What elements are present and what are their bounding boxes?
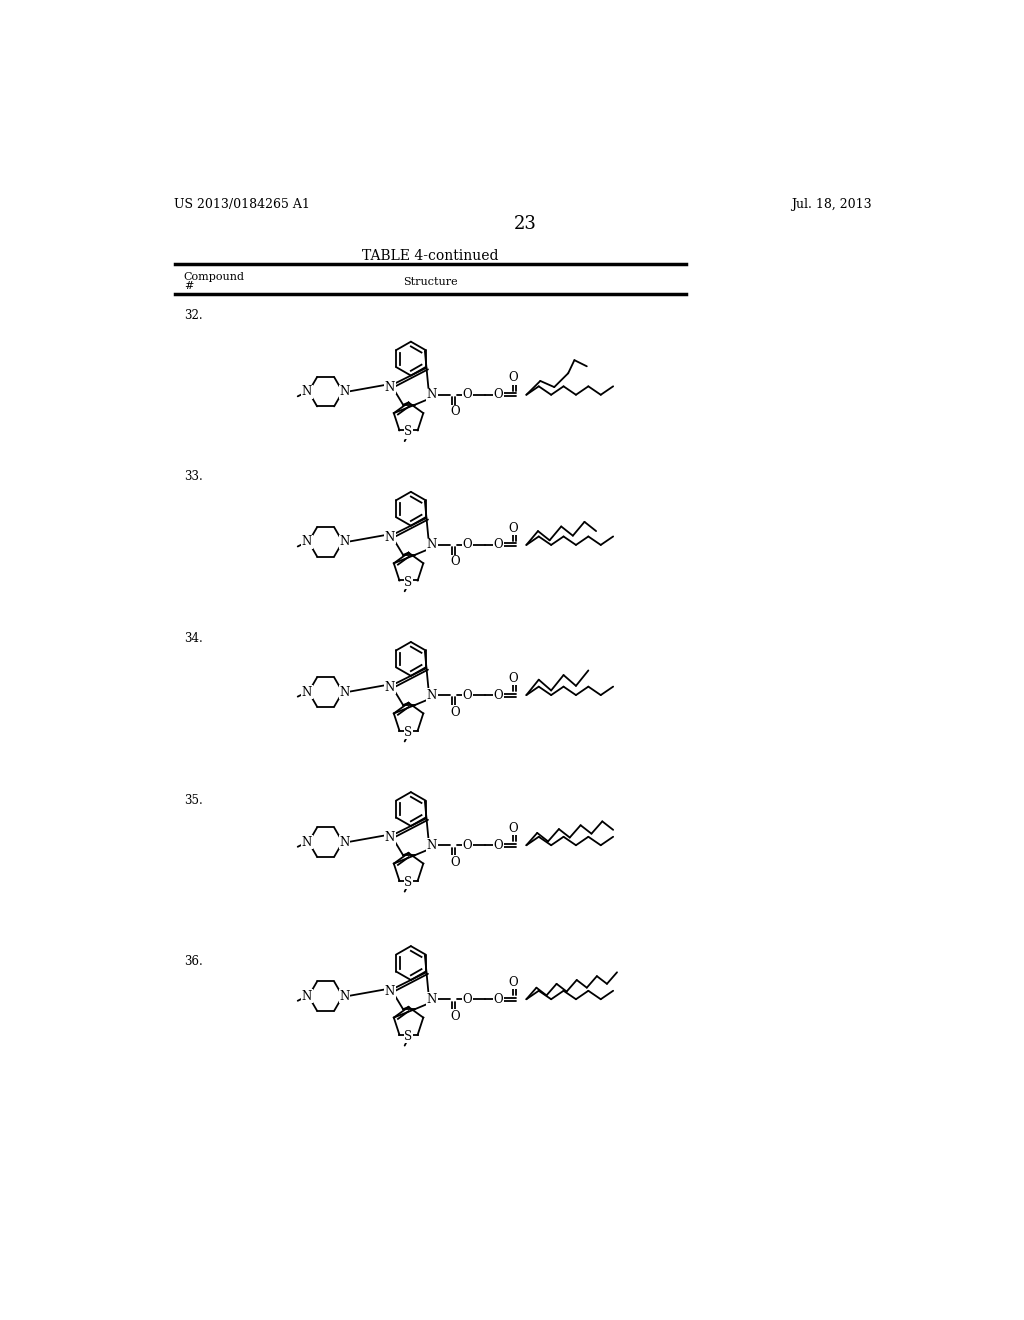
Text: O: O [494, 838, 503, 851]
Text: 23: 23 [513, 215, 537, 234]
Text: O: O [494, 689, 503, 702]
Text: N: N [339, 836, 349, 849]
Text: O: O [463, 388, 472, 401]
Text: N: N [427, 838, 437, 851]
Text: O: O [494, 993, 503, 1006]
Text: O: O [494, 539, 503, 552]
Text: N: N [302, 990, 312, 1003]
Text: O: O [451, 1010, 460, 1023]
Text: Compound: Compound [183, 272, 245, 281]
Text: S: S [404, 576, 413, 589]
Text: 33.: 33. [183, 470, 203, 483]
Text: O: O [508, 672, 518, 685]
Text: N: N [339, 536, 349, 548]
Text: O: O [508, 521, 518, 535]
Text: O: O [463, 993, 472, 1006]
Text: O: O [508, 371, 518, 384]
Text: 34.: 34. [183, 632, 203, 645]
Text: N: N [339, 685, 349, 698]
Text: N: N [339, 990, 349, 1003]
Text: N: N [385, 985, 395, 998]
Text: S: S [404, 876, 413, 888]
Text: O: O [451, 855, 460, 869]
Text: S: S [404, 425, 413, 438]
Text: N: N [385, 832, 395, 843]
Text: O: O [451, 556, 460, 569]
Text: TABLE 4-continued: TABLE 4-continued [362, 249, 499, 263]
Text: Jul. 18, 2013: Jul. 18, 2013 [792, 198, 872, 211]
Text: O: O [508, 975, 518, 989]
Text: US 2013/0184265 A1: US 2013/0184265 A1 [174, 198, 310, 211]
Text: N: N [302, 385, 312, 399]
Text: N: N [302, 836, 312, 849]
Text: 36.: 36. [183, 956, 203, 969]
Text: O: O [463, 539, 472, 552]
Text: O: O [451, 705, 460, 718]
Text: N: N [385, 380, 395, 393]
Text: Structure: Structure [402, 277, 458, 286]
Text: O: O [463, 689, 472, 702]
Text: N: N [385, 531, 395, 544]
Text: N: N [302, 685, 312, 698]
Text: N: N [339, 385, 349, 399]
Text: N: N [385, 681, 395, 694]
Text: O: O [494, 388, 503, 401]
Text: N: N [302, 536, 312, 548]
Text: #: # [183, 281, 194, 290]
Text: N: N [427, 689, 437, 702]
Text: N: N [427, 993, 437, 1006]
Text: 32.: 32. [183, 309, 203, 322]
Text: N: N [427, 388, 437, 401]
Text: S: S [404, 1030, 413, 1043]
Text: N: N [427, 539, 437, 552]
Text: O: O [451, 405, 460, 418]
Text: 35.: 35. [183, 793, 203, 807]
Text: S: S [404, 726, 413, 739]
Text: O: O [463, 838, 472, 851]
Text: O: O [508, 822, 518, 834]
